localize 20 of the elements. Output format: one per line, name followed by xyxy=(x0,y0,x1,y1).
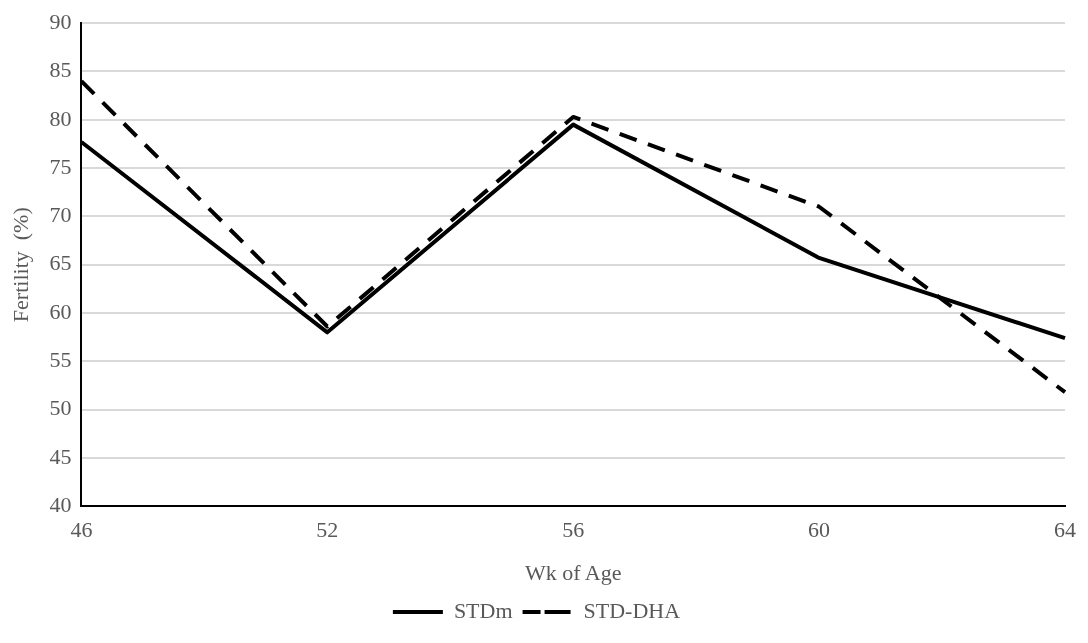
y-tick-label: 40 xyxy=(49,491,72,517)
y-tick-label: 75 xyxy=(49,153,72,179)
x-tick-label: 52 xyxy=(316,517,339,543)
x-tick-label: 46 xyxy=(70,517,93,543)
y-axis-title: Fertility (%) xyxy=(7,207,33,323)
y-tick-label: 70 xyxy=(49,202,72,228)
y-tick-label: 90 xyxy=(49,8,72,34)
y-tick-label: 55 xyxy=(49,347,72,373)
x-axis-title: Wk of Age xyxy=(524,559,622,585)
y-tick-label: 80 xyxy=(49,105,72,131)
x-tick-label: 64 xyxy=(1054,517,1076,543)
x-tick-label: 60 xyxy=(808,517,831,543)
y-tick-label: 60 xyxy=(49,298,72,324)
x-tick-label: 56 xyxy=(562,517,585,543)
y-tick-label: 65 xyxy=(49,250,72,276)
y-tick-label: 45 xyxy=(49,443,72,469)
legend-label: STDm xyxy=(453,597,513,623)
y-tick-label: 50 xyxy=(49,395,72,421)
legend-label: STD-DHA xyxy=(583,597,681,623)
y-tick-label: 85 xyxy=(49,57,72,83)
